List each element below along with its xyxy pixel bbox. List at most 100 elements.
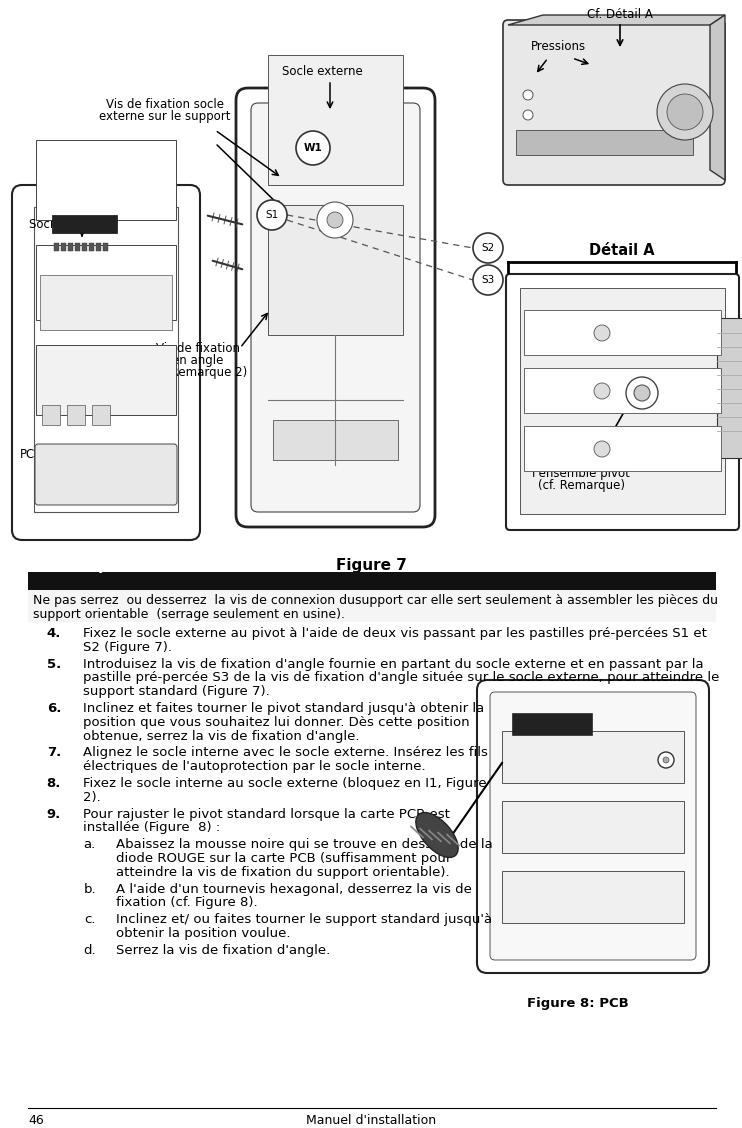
Text: Introduisez la vis de fixation d'angle fournie en partant du socle externe et en: Introduisez la vis de fixation d'angle f… [83,658,703,671]
FancyBboxPatch shape [12,185,200,540]
Circle shape [317,202,353,238]
Bar [89,243,94,252]
Bar [42,405,60,425]
Bar [268,55,403,185]
Bar [54,243,59,252]
Bar [512,713,592,735]
FancyBboxPatch shape [236,88,435,527]
Text: REMARQUE :: REMARQUE : [33,559,137,574]
Text: 4.: 4. [47,627,61,640]
Text: position que vous souhaitez lui donner. Dès cette position: position que vous souhaitez lui donner. … [83,716,470,729]
FancyBboxPatch shape [251,103,420,512]
Text: Fixez le socle externe au pivot à l'aide de deux vis passant par les pastilles p: Fixez le socle externe au pivot à l'aide… [83,627,707,640]
Text: 5.: 5. [47,658,61,671]
Circle shape [523,111,533,120]
Circle shape [634,385,650,400]
Bar [717,318,742,458]
Ellipse shape [416,812,458,857]
Circle shape [473,233,503,263]
Bar [273,420,398,460]
Text: Figure 7: Figure 7 [335,558,407,573]
Text: obtenue, serrez la vis de fixation d'angle.: obtenue, serrez la vis de fixation d'ang… [83,730,360,742]
Circle shape [657,83,713,140]
Circle shape [473,265,503,296]
FancyBboxPatch shape [506,274,739,530]
Text: Cf. Détail A: Cf. Détail A [587,8,653,21]
Circle shape [257,200,287,230]
Text: S2 (Figure 7).: S2 (Figure 7). [83,641,172,654]
Bar [502,801,684,853]
Circle shape [523,90,533,100]
Bar [36,140,176,220]
Text: (cf. Remarque): (cf. Remarque) [537,479,625,492]
Text: S1: S1 [266,210,279,220]
Text: Manuel d'installation: Manuel d'installation [306,1114,436,1127]
Bar [67,405,85,425]
Polygon shape [508,15,725,25]
Text: support standard (Figure 7).: support standard (Figure 7). [83,685,270,698]
Text: 46: 46 [28,1114,44,1127]
FancyBboxPatch shape [35,444,177,505]
Text: d.: d. [83,944,96,957]
Bar [40,275,172,331]
FancyBboxPatch shape [490,691,696,960]
Text: électriques de l'autoprotection par le socle interne.: électriques de l'autoprotection par le s… [83,760,426,773]
Circle shape [594,384,610,399]
Text: Serrez la vis de fixation d'angle.: Serrez la vis de fixation d'angle. [116,944,330,957]
Text: Figure 8: PCB: Figure 8: PCB [527,997,629,1010]
Circle shape [667,94,703,130]
Bar [52,215,117,233]
Text: fixation (cf. Figure 8).: fixation (cf. Figure 8). [116,897,257,909]
Bar [524,368,721,413]
Text: Détail A: Détail A [589,243,654,258]
Text: l'ensemble pivot: l'ensemble pivot [532,467,630,481]
Text: Vis de fixation: Vis de fixation [156,342,240,355]
Text: S3: S3 [482,275,495,285]
Text: 2).: 2). [83,791,101,804]
Circle shape [327,212,343,228]
Text: A l'aide d'un tournevis hexagonal, desserrez la vis de: A l'aide d'un tournevis hexagonal, desse… [116,882,472,896]
Text: a.: a. [84,838,96,852]
Text: atteindre la vis de fixation du support orientable).: atteindre la vis de fixation du support … [116,866,450,879]
Bar [268,205,403,335]
Bar [36,345,176,415]
Text: obtenir la position voulue.: obtenir la position voulue. [116,927,291,940]
Text: Pour rajuster le pivot standard lorsque la carte PCB est: Pour rajuster le pivot standard lorsque … [83,808,450,820]
Text: Inclinez et/ ou faites tourner le support standard jusqu'à: Inclinez et/ ou faites tourner le suppor… [116,914,492,926]
Circle shape [594,325,610,341]
Text: en angle: en angle [172,354,223,367]
Text: externe sur le support: externe sur le support [99,111,231,123]
Text: PCB: PCB [20,449,43,461]
Text: Abaissez la mousse noire qui se trouve en dessous de la: Abaissez la mousse noire qui se trouve e… [116,838,493,852]
Bar [28,572,716,590]
FancyBboxPatch shape [477,680,709,973]
Text: W1: W1 [303,143,322,153]
Text: Fixez le socle interne au socle externe (bloquez en I1, Figure: Fixez le socle interne au socle externe … [83,777,487,790]
Text: 8.: 8. [47,777,61,790]
Bar [524,426,721,472]
Text: (cf. Remarque 2): (cf. Remarque 2) [149,365,247,379]
Text: support orientable  (serrage seulement en usine).: support orientable (serrage seulement en… [33,608,345,622]
Circle shape [626,377,658,409]
Circle shape [296,131,330,165]
Text: pastille pré-percée S3 de la vis de fixation d'angle située sur le socle externe: pastille pré-percée S3 de la vis de fixa… [83,671,720,685]
Circle shape [658,752,674,768]
Text: Alignez le socle interne avec le socle externe. Insérez les fils: Alignez le socle interne avec le socle e… [83,747,488,759]
Bar [61,243,66,252]
Bar [82,243,87,252]
Bar [28,590,716,622]
Text: S2: S2 [482,243,495,253]
Text: installée (Figure  8) :: installée (Figure 8) : [83,821,220,835]
Bar [75,243,80,252]
Text: Vis de fixation de: Vis de fixation de [530,455,632,468]
Bar [520,288,725,514]
Text: Ne pas serrez  ou desserrez  la vis de connexion dusupport car elle sert seuleme: Ne pas serrez ou desserrez la vis de con… [33,594,718,607]
Bar [524,310,721,355]
Text: 7.: 7. [47,747,61,759]
Bar [103,243,108,252]
Text: diode ROUGE sur la carte PCB (suffisamment pour: diode ROUGE sur la carte PCB (suffisamme… [116,852,451,865]
Circle shape [663,757,669,763]
Polygon shape [710,15,725,180]
Bar [516,130,693,155]
Circle shape [594,441,610,457]
